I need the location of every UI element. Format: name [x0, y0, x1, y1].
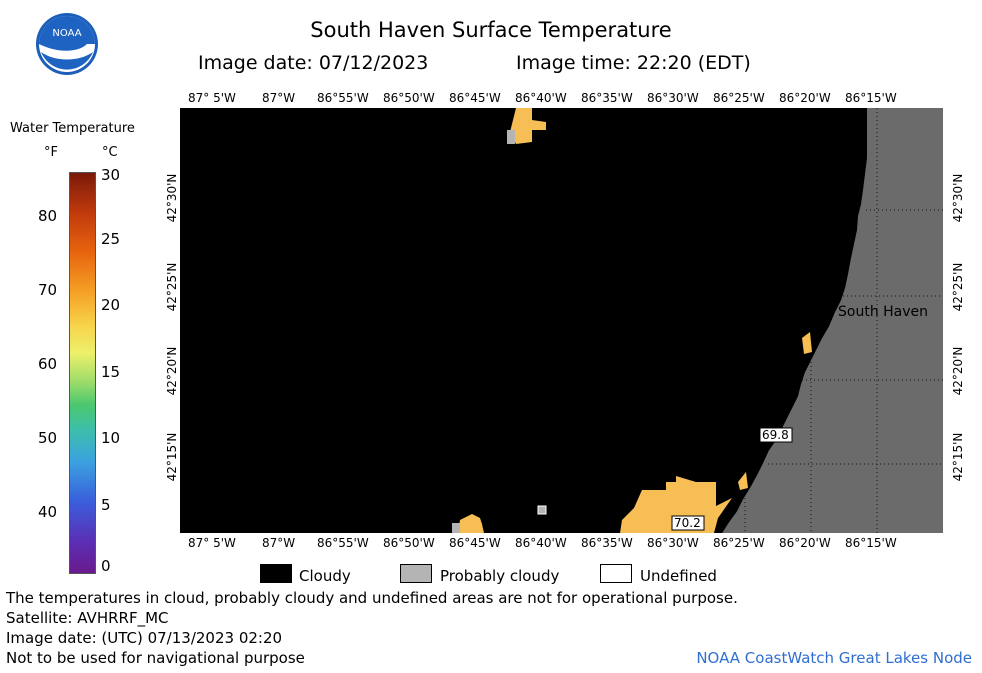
f-tick-40: 40 [38, 503, 58, 521]
image-date: Image date: 07/12/2023 [198, 52, 429, 74]
undefined-swatch [600, 564, 632, 583]
lon-label: 87°W [262, 91, 296, 105]
cloudy-swatch [260, 564, 292, 583]
lat-label: 42°20'N [165, 346, 179, 396]
c-tick-5: 5 [101, 496, 111, 514]
reading-70-2: 70.2 [674, 516, 701, 530]
lon-label: 87° 5'W [188, 536, 236, 550]
south-haven-marker [829, 293, 839, 303]
lon-label: 87° 5'W [188, 91, 236, 105]
c-tick-30: 30 [101, 166, 121, 184]
color-scale-bar [69, 172, 96, 574]
lon-label: 86°35'W [581, 91, 633, 105]
lon-label: 87°W [262, 536, 296, 550]
f-tick-50: 50 [38, 429, 58, 447]
noaa-logo: NOAA [35, 12, 99, 76]
f-tick-80: 80 [38, 207, 58, 225]
svg-text:NOAA: NOAA [52, 28, 81, 39]
unit-fahrenheit: °F [44, 145, 58, 160]
lon-label: 86°45'W [449, 536, 501, 550]
lat-label: 42°15'N [951, 432, 965, 482]
page-title: South Haven Surface Temperature [310, 18, 672, 42]
c-tick-15: 15 [101, 363, 121, 381]
lat-label: 42°15'N [165, 432, 179, 482]
lat-label: 42°30'N [165, 173, 179, 223]
lon-label: 86°55'W [317, 91, 369, 105]
lon-label: 86°50'W [383, 536, 435, 550]
lon-label: 86°15'W [845, 91, 897, 105]
satellite-text: Satellite: AVHRRF_MC [6, 609, 169, 627]
f-tick-60: 60 [38, 355, 58, 373]
utc-date-text: Image date: (UTC) 07/13/2023 02:20 [6, 629, 283, 647]
disclaimer-text: The temperatures in cloud, probably clou… [6, 589, 738, 607]
navigation-warning: Not to be used for navigational purpose [6, 649, 305, 667]
lat-label: 42°25'N [165, 262, 179, 312]
lon-label: 86°20'W [779, 91, 831, 105]
lon-label: 86°40'W [515, 91, 567, 105]
cloudy-key-label: Cloudy [299, 567, 351, 585]
c-tick-0: 0 [101, 557, 111, 575]
image-time: Image time: 22:20 (EDT) [516, 52, 751, 74]
unit-celsius: °C [102, 145, 118, 160]
c-tick-20: 20 [101, 296, 121, 314]
lat-label: 42°25'N [951, 262, 965, 312]
legend-title: Water Temperature [10, 121, 135, 136]
undefined-key-label: Undefined [640, 567, 717, 585]
reading-69-8: 69.8 [762, 428, 789, 442]
c-tick-25: 25 [101, 230, 121, 248]
lat-label: 42°30'N [951, 173, 965, 223]
lon-label: 86°40'W [515, 536, 567, 550]
small-marker [537, 505, 547, 515]
lon-label: 86°25'W [713, 91, 765, 105]
lon-label: 86°25'W [713, 536, 765, 550]
c-tick-10: 10 [101, 429, 121, 447]
lat-label: 42°20'N [951, 346, 965, 396]
lon-label: 86°15'W [845, 536, 897, 550]
lon-label: 86°50'W [383, 91, 435, 105]
probably-cloudy-key-label: Probably cloudy [440, 567, 560, 585]
temperature-map: South Haven 69.8 70.2 [180, 108, 943, 533]
lon-label: 86°30'W [647, 536, 699, 550]
lon-label: 86°35'W [581, 536, 633, 550]
land-area [721, 108, 943, 533]
credit-link[interactable]: NOAA CoastWatch Great Lakes Node [696, 649, 972, 667]
lon-label: 86°55'W [317, 536, 369, 550]
f-tick-70: 70 [38, 281, 58, 299]
lon-label: 86°45'W [449, 91, 501, 105]
south-haven-label: South Haven [838, 304, 928, 320]
lon-label: 86°20'W [779, 536, 831, 550]
lon-label: 86°30'W [647, 91, 699, 105]
probably-cloudy-swatch [400, 564, 432, 583]
